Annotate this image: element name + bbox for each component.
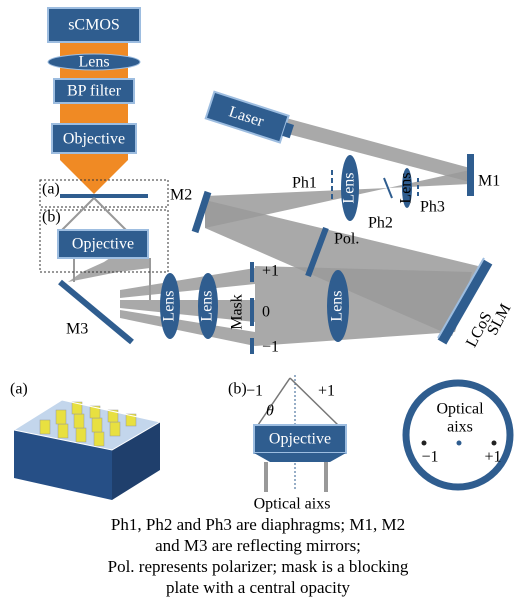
label: Ph2	[368, 215, 393, 232]
label: θ	[266, 403, 274, 420]
beam	[286, 118, 470, 182]
caption: Pol. represents polarizer; mask is a blo…	[108, 557, 409, 576]
spot	[422, 441, 427, 446]
label: −1	[262, 339, 279, 356]
spot	[492, 441, 497, 446]
label: M1	[478, 173, 500, 190]
label: Optical	[436, 401, 484, 418]
optical-setup: sCMOS Lens BP filter Objective (a) Opjec…	[0, 0, 516, 602]
beam	[62, 198, 94, 230]
caption: and M3 are reflecting mirrors;	[155, 536, 361, 555]
label: −1	[421, 449, 438, 466]
label: aixs	[447, 419, 473, 436]
label: Mask	[229, 294, 246, 330]
label: Opjective	[72, 236, 134, 253]
label: Opjective	[269, 431, 331, 448]
label: +1	[318, 383, 335, 400]
beam	[68, 258, 150, 282]
label: Objective	[63, 131, 125, 148]
mirror	[467, 154, 474, 196]
label: (b)	[42, 209, 61, 226]
label: +1	[262, 263, 279, 280]
caption: plate with a central opacity	[166, 578, 351, 597]
label: (a)	[10, 381, 28, 398]
beam	[94, 198, 126, 230]
label: (b)	[228, 381, 247, 398]
label: SLM	[484, 301, 514, 338]
label: +1	[484, 449, 501, 466]
label: 0	[262, 304, 270, 321]
label: Ph3	[420, 199, 445, 216]
objective-tip	[254, 453, 346, 462]
label: −1	[246, 383, 263, 400]
label: sCMOS	[68, 17, 120, 34]
label: BP filter	[67, 83, 122, 100]
label: Optical aixs	[254, 496, 331, 513]
label: M3	[66, 321, 88, 338]
label: Lens	[398, 172, 415, 203]
label: Pol.	[334, 231, 359, 248]
label: Lens	[161, 290, 178, 321]
spot	[457, 441, 462, 446]
pinhole	[384, 178, 392, 198]
label: Lens	[199, 290, 216, 321]
label: Lens	[341, 172, 358, 203]
caption: Ph1, Ph2 and Ph3 are diaphragms; M1, M2	[111, 515, 405, 534]
label: Lens	[78, 54, 109, 71]
label: M2	[170, 187, 192, 204]
label: (a)	[42, 181, 60, 198]
label: Lens	[329, 290, 346, 321]
label: Ph1	[292, 175, 317, 192]
